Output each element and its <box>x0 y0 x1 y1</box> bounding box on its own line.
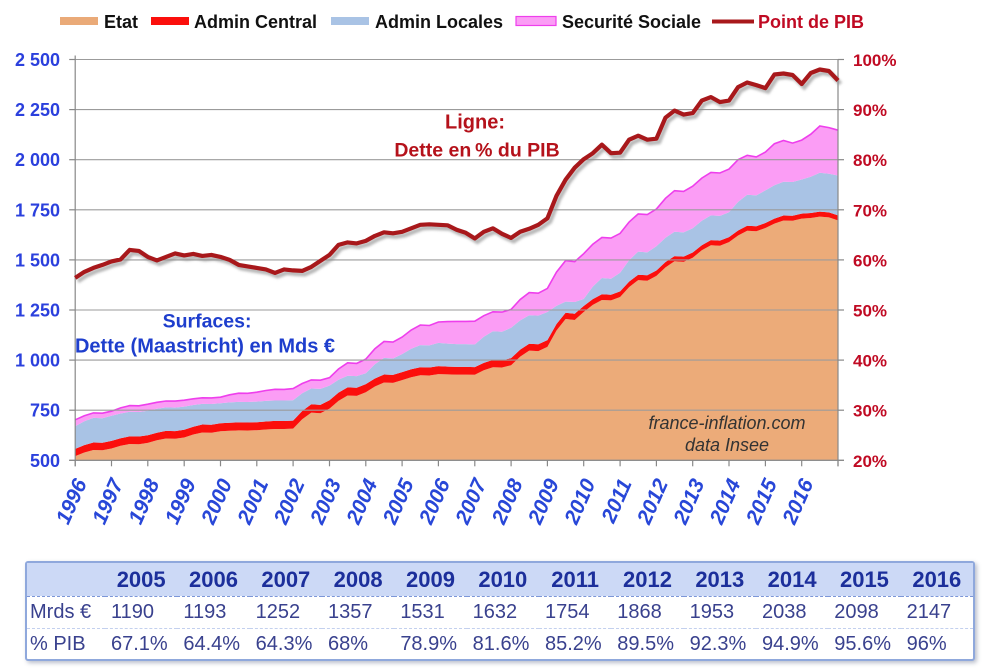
svg-text:30%: 30% <box>853 402 887 421</box>
svg-text:2011: 2011 <box>597 476 637 528</box>
svg-text:40%: 40% <box>853 352 887 371</box>
svg-text:Dette (Maastricht) en Mds €: Dette (Maastricht) en Mds € <box>75 336 335 358</box>
svg-text:100%: 100% <box>853 51 896 70</box>
svg-text:60%: 60% <box>853 251 887 270</box>
svg-text:2016: 2016 <box>778 475 819 528</box>
svg-text:90%: 90% <box>853 101 887 120</box>
svg-text:1 000: 1 000 <box>15 351 60 371</box>
svg-text:70%: 70% <box>853 201 887 220</box>
svg-text:2015: 2015 <box>742 475 783 528</box>
svg-text:Surfaces:: Surfaces: <box>163 311 252 333</box>
svg-text:2008: 2008 <box>487 475 528 528</box>
svg-text:1996: 1996 <box>52 475 92 527</box>
svg-text:Securité Sociale: Securité Sociale <box>562 12 701 32</box>
svg-text:2005: 2005 <box>378 475 419 528</box>
svg-text:20%: 20% <box>853 452 887 471</box>
svg-text:2003: 2003 <box>306 475 347 528</box>
svg-text:2009: 2009 <box>524 475 565 528</box>
svg-text:1 500: 1 500 <box>15 250 60 270</box>
svg-text:2 500: 2 500 <box>15 50 60 70</box>
svg-text:2001: 2001 <box>233 476 273 529</box>
svg-text:2012: 2012 <box>633 475 674 528</box>
svg-text:1997: 1997 <box>88 474 129 527</box>
svg-text:80%: 80% <box>853 151 887 170</box>
svg-text:Admin Locales: Admin Locales <box>375 12 503 32</box>
svg-text:2 000: 2 000 <box>15 150 60 170</box>
svg-text:data Insee: data Insee <box>685 435 769 455</box>
svg-text:Dette en % du PIB: Dette en % du PIB <box>394 140 559 162</box>
svg-text:1 750: 1 750 <box>15 200 60 220</box>
svg-text:france-inflation.com: france-inflation.com <box>648 413 805 433</box>
svg-text:Etat: Etat <box>104 12 138 32</box>
svg-text:Ligne:: Ligne: <box>445 112 505 134</box>
svg-text:750: 750 <box>30 401 60 421</box>
svg-text:Admin Central: Admin Central <box>194 12 317 32</box>
svg-text:2004: 2004 <box>342 475 383 528</box>
svg-text:2013: 2013 <box>669 475 710 528</box>
svg-text:2002: 2002 <box>269 475 310 528</box>
svg-text:1 250: 1 250 <box>15 301 60 321</box>
svg-text:50%: 50% <box>853 302 887 321</box>
svg-text:500: 500 <box>30 451 60 471</box>
svg-text:Point de PIB: Point de PIB <box>758 12 864 32</box>
svg-text:2010: 2010 <box>560 475 601 528</box>
svg-text:2014: 2014 <box>705 475 746 528</box>
svg-text:2007: 2007 <box>451 474 492 528</box>
svg-text:2006: 2006 <box>415 475 456 528</box>
svg-text:1999: 1999 <box>161 475 201 527</box>
svg-text:1998: 1998 <box>124 475 164 527</box>
svg-text:2000: 2000 <box>197 475 238 528</box>
svg-text:2 250: 2 250 <box>15 100 60 120</box>
